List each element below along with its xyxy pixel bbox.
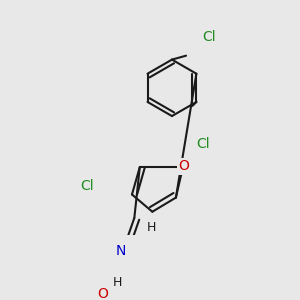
Text: Cl: Cl: [202, 30, 216, 44]
Text: N: N: [116, 244, 126, 258]
Text: Cl: Cl: [196, 136, 210, 151]
Text: H: H: [147, 221, 156, 234]
Text: Cl: Cl: [80, 179, 94, 193]
Text: O: O: [178, 159, 189, 173]
Text: H: H: [112, 276, 122, 289]
Text: O: O: [98, 287, 108, 300]
